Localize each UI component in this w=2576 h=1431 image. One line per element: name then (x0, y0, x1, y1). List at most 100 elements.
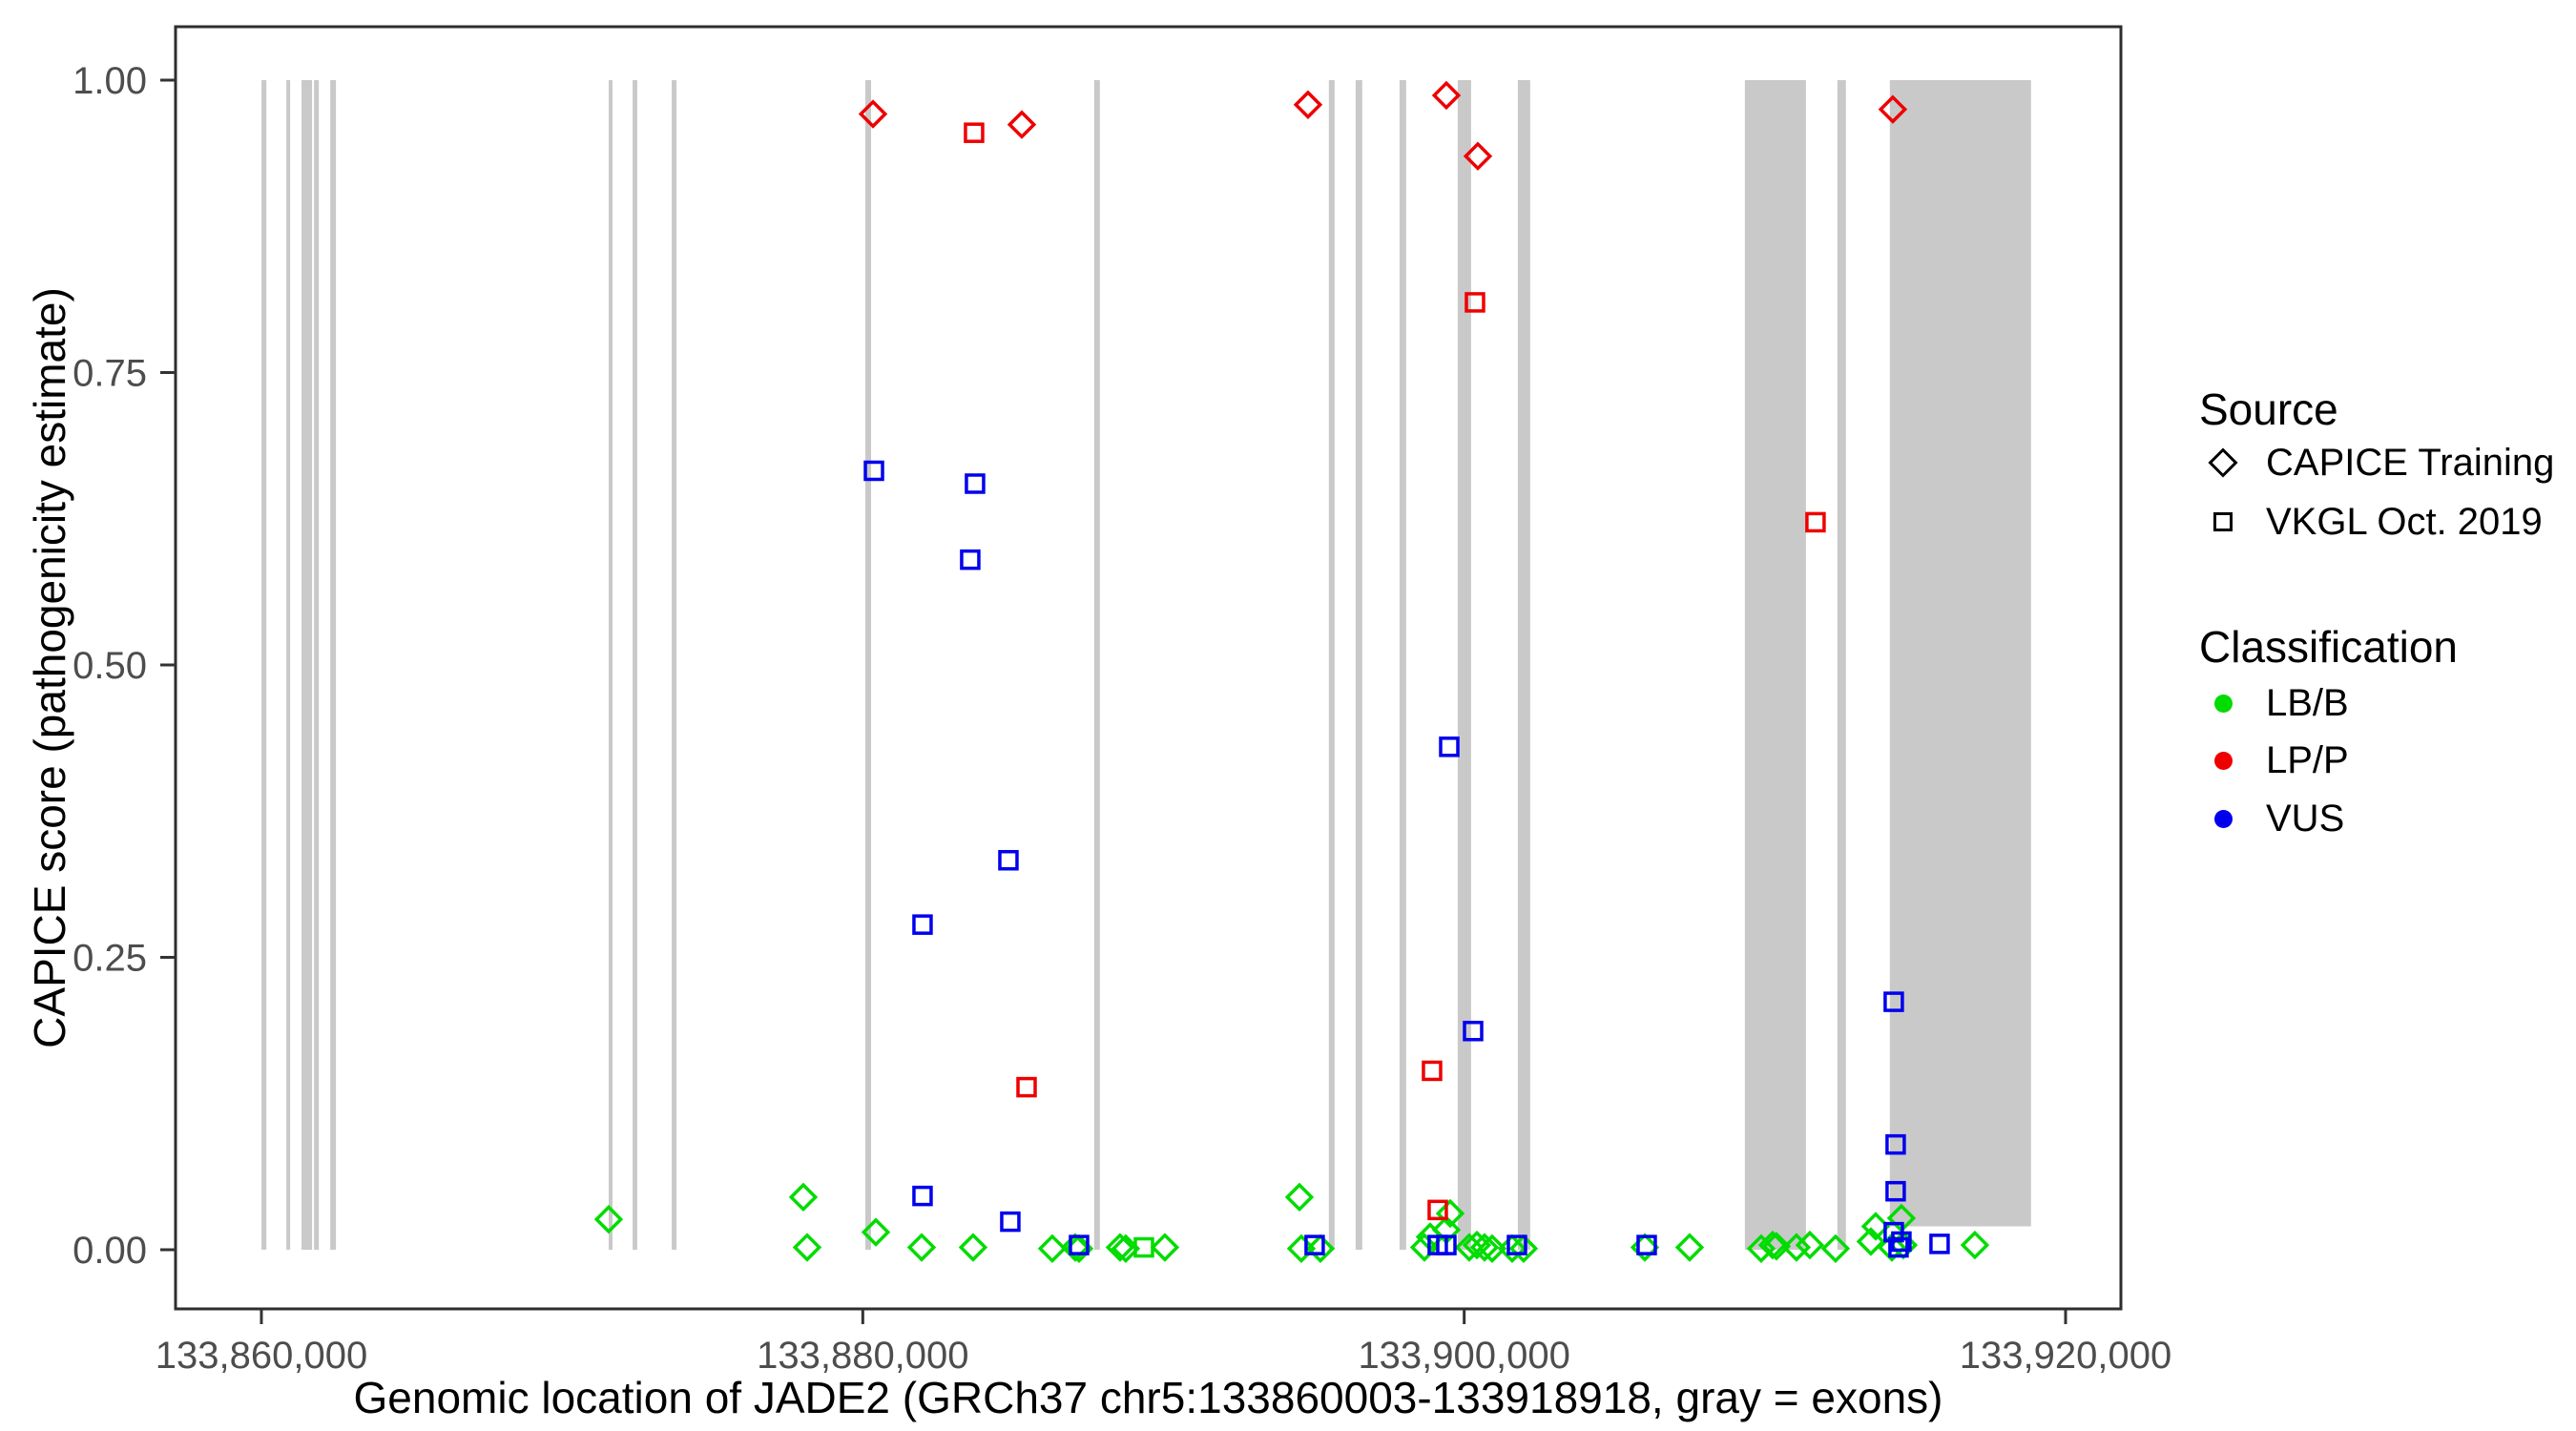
exon-band (1837, 80, 1846, 1250)
green-dot-icon (2213, 694, 2233, 713)
square-data-point (1422, 1060, 1443, 1082)
square-data-point (1805, 511, 1826, 533)
diamond-data-point (1463, 141, 1493, 171)
diamond-data-point (1477, 1234, 1507, 1263)
x-tick-label: 133,920,000 (1960, 1335, 2171, 1377)
exon-band (609, 80, 613, 1250)
square-data-point (1885, 1133, 1906, 1155)
diamond-data-point (788, 1182, 819, 1213)
diamond-data-point (1860, 1212, 1891, 1241)
exon-band (1517, 80, 1530, 1250)
diamond-data-point (1469, 1233, 1500, 1262)
legend-item-label: LB/B (2266, 681, 2349, 724)
legend-item-vus: VUS (2199, 798, 2344, 840)
y-tick-label: 0.00 (73, 1230, 147, 1272)
diamond-data-point (1150, 1233, 1180, 1262)
exon-band (1399, 80, 1406, 1250)
legend-source: Source (2199, 384, 2338, 435)
square-data-point (1636, 1234, 1657, 1255)
square-data-point (1133, 1236, 1154, 1258)
square-data-point (912, 914, 933, 935)
exon-band (633, 80, 637, 1250)
exon-band (314, 80, 320, 1250)
y-axis-title: CAPICE score (pathogenicity estimate) (25, 287, 74, 1048)
diamond-data-point (1037, 1234, 1068, 1263)
square-data-point (1439, 736, 1460, 757)
exon-band (1093, 80, 1100, 1250)
panel-border (174, 25, 2123, 1311)
square-data-point (912, 1185, 933, 1207)
y-tick-label: 1.00 (73, 60, 147, 102)
diamond-data-point (1960, 1230, 1990, 1260)
y-tick-label: 0.25 (73, 938, 147, 980)
legend-item-lpp: LP/P (2199, 739, 2349, 781)
square-data-point (965, 473, 986, 494)
x-tick-label: 133,880,000 (757, 1335, 968, 1377)
diamond-data-point (1795, 1230, 1825, 1260)
diamond-data-point (858, 99, 888, 129)
diamond-data-point (1761, 1232, 1792, 1261)
diamond-data-point (1757, 1230, 1788, 1260)
exon-band (286, 80, 291, 1250)
y-tick-label: 0.75 (73, 353, 147, 395)
exon-band (1744, 80, 1806, 1250)
red-dot-icon (2213, 751, 2233, 770)
exon-band (1355, 80, 1362, 1250)
legend-item-capice-training: CAPICE Training (2199, 442, 2554, 484)
square-data-point (998, 849, 1019, 871)
square-data-point (1000, 1211, 1021, 1233)
diamond-marker-icon (2208, 447, 2238, 478)
diamond-data-point (1111, 1234, 1141, 1263)
square-data-point (1436, 1234, 1457, 1255)
exon-band (865, 80, 871, 1250)
diamond-data-point (1105, 1233, 1135, 1262)
diamond-data-point (958, 1233, 988, 1262)
square-data-point (964, 122, 985, 143)
legend-item-lbb: LB/B (2199, 682, 2349, 724)
legend-source-title: Source (2199, 384, 2338, 434)
diamond-data-point (1007, 110, 1037, 139)
legend-classification: Classification (2199, 621, 2458, 673)
diamond-data-point (1293, 90, 1323, 119)
diamond-data-point (861, 1217, 891, 1247)
square-data-point (1465, 292, 1485, 313)
x-axis-title: Genomic location of JADE2 (GRCh37 chr5:1… (353, 1373, 1943, 1422)
diamond-data-point (1284, 1182, 1315, 1213)
legend-item-vkgl: VKGL Oct. 2019 (2199, 501, 2543, 543)
exon-band (330, 80, 337, 1250)
x-tick-label: 133,900,000 (1358, 1335, 1569, 1377)
legend-item-label: LP/P (2266, 738, 2349, 781)
exon-band (1328, 80, 1335, 1250)
exon-band (261, 80, 267, 1250)
y-tick-label: 0.50 (73, 645, 147, 687)
square-data-point (1883, 991, 1904, 1012)
diamond-data-point (906, 1233, 937, 1262)
exon-band (301, 80, 313, 1250)
square-data-point (960, 549, 981, 570)
diamond-data-point (1630, 1233, 1660, 1262)
legend-item-label: CAPICE Training (2266, 441, 2555, 484)
square-data-point (1929, 1234, 1950, 1255)
square-data-point (1304, 1234, 1325, 1255)
diamond-data-point (792, 1233, 822, 1262)
square-data-point (1888, 1236, 1909, 1258)
diamond-data-point (1431, 80, 1462, 111)
square-data-point (1069, 1234, 1090, 1255)
square-data-point (1885, 1180, 1906, 1202)
square-data-point (1463, 1020, 1484, 1042)
legend-item-label: VUS (2266, 797, 2345, 840)
exon-band (672, 80, 677, 1250)
diamond-data-point (1878, 94, 1908, 124)
legend-item-label: VKGL Oct. 2019 (2266, 500, 2543, 543)
diamond-data-point (1820, 1234, 1851, 1263)
square-marker-icon (2213, 512, 2233, 531)
legend-classification-title: Classification (2199, 622, 2458, 672)
square-data-point (1891, 1231, 1912, 1253)
diamond-data-point (1674, 1233, 1705, 1262)
square-data-point (863, 460, 884, 482)
square-data-point (1016, 1076, 1037, 1098)
exon-band (1889, 80, 2031, 1227)
x-tick-label: 133,860,000 (156, 1335, 367, 1377)
